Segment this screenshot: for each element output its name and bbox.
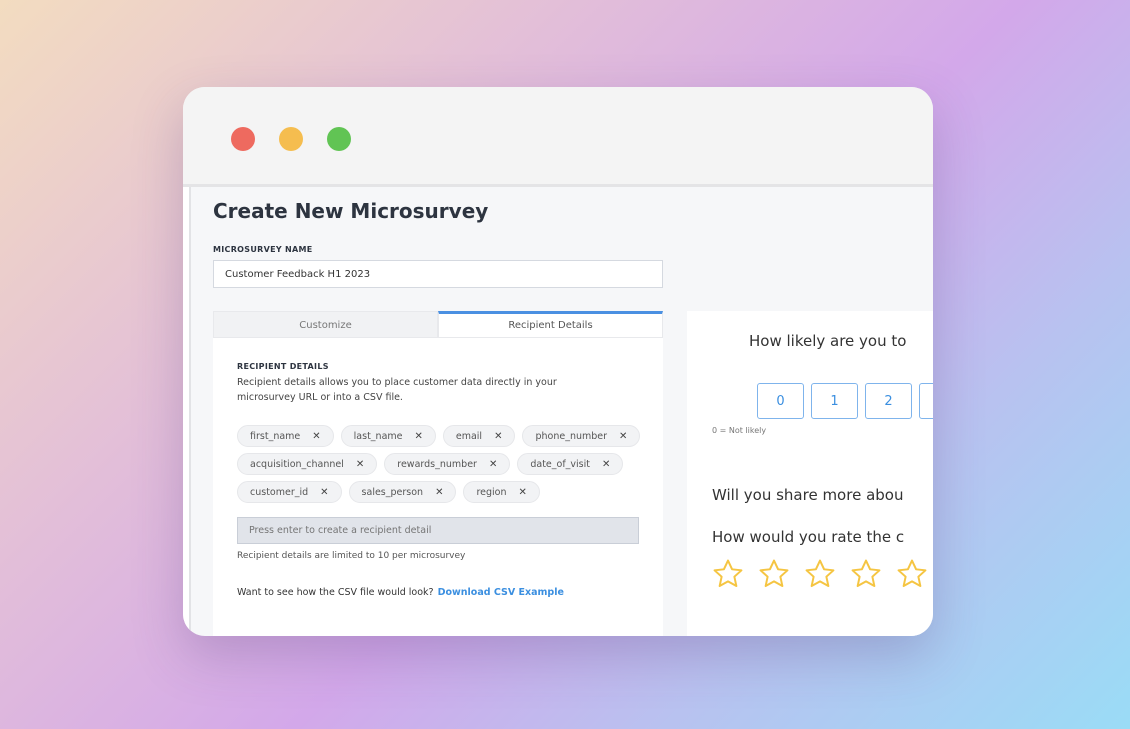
scale-option-button[interactable]	[919, 383, 933, 419]
star-icon[interactable]	[757, 557, 791, 591]
chip-label: phone_number	[535, 430, 608, 442]
recipient-chip: sales_person ✕	[348, 481, 457, 503]
scale-option-button[interactable]: 0	[757, 383, 804, 419]
star-icon[interactable]	[711, 557, 745, 591]
recipient-chip: date_of_visit ✕	[517, 453, 624, 475]
scale-option-button[interactable]: 1	[811, 383, 858, 419]
star-icon[interactable]	[849, 557, 883, 591]
remove-chip-icon[interactable]: ✕	[435, 486, 444, 498]
question-likelihood: How likely are you to	[749, 332, 907, 350]
chip-label: last_name	[353, 430, 403, 442]
scale-low-label: 0 = Not likely	[712, 426, 767, 435]
remove-chip-icon[interactable]: ✕	[355, 458, 365, 470]
chip-label: customer_id	[250, 486, 309, 498]
name-label: MICROSURVEY NAME	[213, 245, 313, 254]
recipient-chip: email ✕	[442, 425, 516, 447]
chip-label: date_of_visit	[530, 458, 590, 470]
section-heading: RECIPIENT DETAILS	[237, 362, 329, 371]
recipient-chip: acquisition_channel ✕	[237, 453, 378, 475]
recipient-chip: customer_id ✕	[237, 481, 342, 503]
chip-label: first_name	[250, 430, 301, 442]
microsurvey-name-input[interactable]	[213, 260, 663, 288]
close-button[interactable]	[231, 127, 255, 151]
recipient-chips: first_name ✕ last_name ✕ email ✕ phone_number ✕…	[237, 425, 647, 503]
remove-chip-icon[interactable]: ✕	[320, 486, 329, 498]
section-description: Recipient details allows you to place cu…	[237, 377, 557, 403]
recipient-chip: phone_number ✕	[522, 425, 641, 447]
chip-label: rewards_number	[397, 458, 477, 470]
tab-customize[interactable]: Customize	[213, 311, 438, 338]
chip-label: sales_person	[361, 486, 424, 498]
app-window: Create New Microsurvey MICROSURVEY NAME …	[183, 87, 933, 636]
scale-option-button[interactable]: 2	[865, 383, 912, 419]
download-csv-link[interactable]: Download CSV Example	[437, 587, 564, 598]
question-share-more: Will you share more abou	[712, 486, 904, 504]
recipient-details-panel: RECIPIENT DETAILS Recipient details allo…	[213, 338, 663, 636]
limit-hint: Recipient details are limited to 10 per …	[237, 551, 466, 561]
chip-label: email	[455, 430, 483, 442]
question-rate: How would you rate the c	[712, 528, 905, 546]
chip-label: region	[476, 486, 507, 498]
remove-chip-icon[interactable]: ✕	[488, 458, 498, 470]
remove-chip-icon[interactable]: ✕	[619, 430, 628, 442]
remove-chip-icon[interactable]: ✕	[518, 486, 527, 498]
page-title: Create New Microsurvey	[213, 199, 489, 223]
star-icon[interactable]	[803, 557, 837, 591]
csv-prompt: Want to see how the CSV file would look?	[237, 587, 434, 598]
maximize-button[interactable]	[327, 127, 351, 151]
tabs: Customize Recipient Details	[213, 311, 663, 338]
recipient-detail-input[interactable]	[237, 517, 639, 544]
main-content: Create New Microsurvey MICROSURVEY NAME …	[183, 187, 933, 636]
csv-prompt-row: Want to see how the CSV file would look?…	[237, 587, 639, 598]
recipient-chip: first_name ✕	[237, 425, 334, 447]
recipient-chip: region ✕	[463, 481, 540, 503]
star-icon[interactable]	[895, 557, 929, 591]
title-bar	[183, 87, 933, 187]
remove-chip-icon[interactable]: ✕	[312, 430, 321, 442]
recipient-chip: rewards_number ✕	[384, 453, 511, 475]
star-rating	[711, 557, 929, 591]
chip-label: acquisition_channel	[250, 458, 344, 470]
remove-chip-icon[interactable]: ✕	[414, 430, 423, 442]
recipient-chip: last_name ✕	[340, 425, 436, 447]
remove-chip-icon[interactable]: ✕	[602, 458, 611, 470]
minimize-button[interactable]	[279, 127, 303, 151]
tab-recipient-details[interactable]: Recipient Details	[438, 311, 663, 338]
remove-chip-icon[interactable]: ✕	[494, 430, 503, 442]
